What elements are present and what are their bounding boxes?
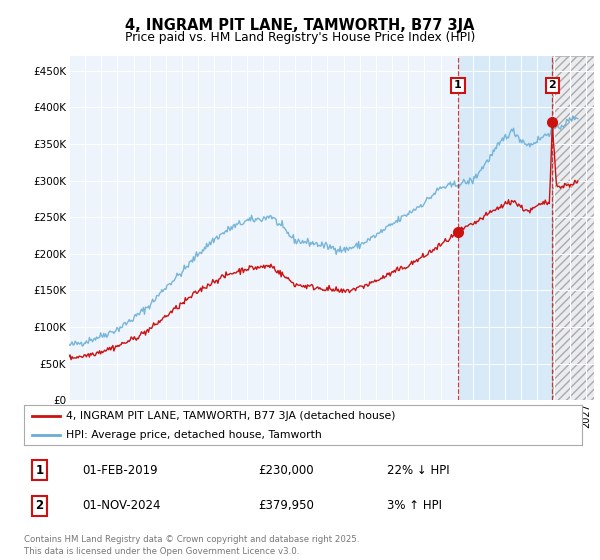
Bar — [553, 56, 594, 400]
Text: 1: 1 — [35, 464, 44, 477]
Bar — [458, 56, 553, 400]
Text: £379,950: £379,950 — [259, 499, 314, 512]
Text: 01-FEB-2019: 01-FEB-2019 — [83, 464, 158, 477]
Text: 22% ↓ HPI: 22% ↓ HPI — [387, 464, 449, 477]
Text: 1: 1 — [454, 80, 462, 90]
Text: Contains HM Land Registry data © Crown copyright and database right 2025.
This d: Contains HM Land Registry data © Crown c… — [24, 535, 359, 556]
Text: £230,000: £230,000 — [259, 464, 314, 477]
Text: 4, INGRAM PIT LANE, TAMWORTH, B77 3JA: 4, INGRAM PIT LANE, TAMWORTH, B77 3JA — [125, 18, 475, 32]
Text: 2: 2 — [35, 499, 44, 512]
Text: 2: 2 — [548, 80, 556, 90]
Text: 3% ↑ HPI: 3% ↑ HPI — [387, 499, 442, 512]
Text: 01-NOV-2024: 01-NOV-2024 — [83, 499, 161, 512]
Bar — [553, 56, 594, 400]
Text: HPI: Average price, detached house, Tamworth: HPI: Average price, detached house, Tamw… — [66, 430, 322, 440]
Text: Price paid vs. HM Land Registry's House Price Index (HPI): Price paid vs. HM Land Registry's House … — [125, 31, 475, 44]
Text: 4, INGRAM PIT LANE, TAMWORTH, B77 3JA (detached house): 4, INGRAM PIT LANE, TAMWORTH, B77 3JA (d… — [66, 411, 395, 421]
